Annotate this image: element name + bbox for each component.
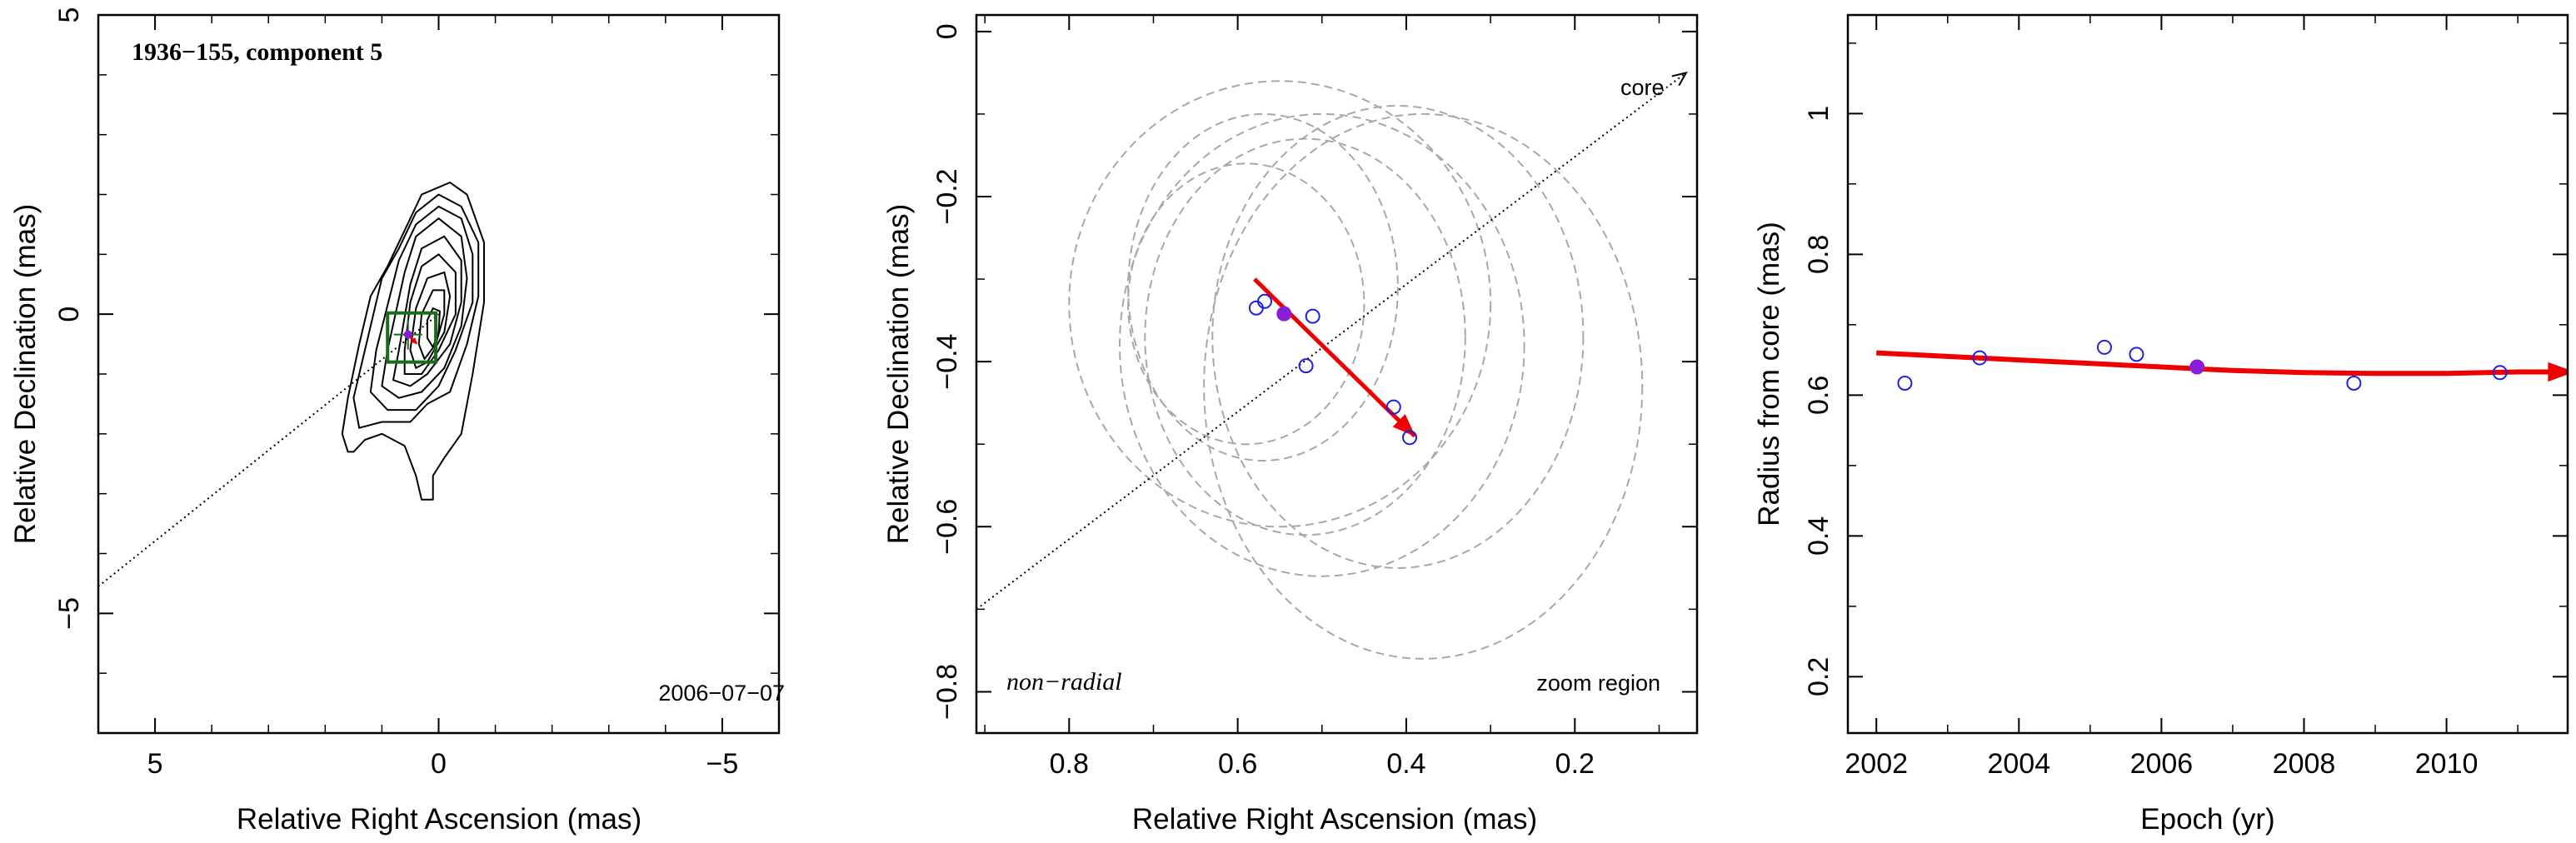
epoch-position-point <box>1305 308 1320 324</box>
error-ellipse <box>1127 112 1399 462</box>
panel-3-plot-area <box>1876 339 2568 391</box>
panel-1-y-axis-label: Relative Declination (mas) <box>9 204 42 544</box>
panel-1-ticks: 5 0 −5 −5 0 5 <box>53 7 780 780</box>
panel-3-y-tick-label: 1 <box>1803 106 1835 122</box>
panel-1-date-label: 2006−07−07 <box>658 681 785 706</box>
panel-3-y-tick-label: 0.2 <box>1803 657 1835 696</box>
error-ellipse <box>1144 137 1466 536</box>
zoom-region-box <box>386 311 438 364</box>
panel-1-x-tick-label: 0 <box>431 748 447 780</box>
contour-level-5 <box>392 235 462 387</box>
contour-level-4 <box>381 217 468 399</box>
panel-2-x-tick-label: 0.8 <box>1050 748 1089 780</box>
radius-data-point <box>2129 347 2144 362</box>
panel-1-x-tick-label: −5 <box>706 748 739 780</box>
panel-2-plot-area <box>976 71 1688 660</box>
panel-2-zoom-label: zoom region <box>1536 671 1660 696</box>
panel-2-y-tick-label: 0 <box>931 23 963 39</box>
error-ellipse <box>1203 112 1644 660</box>
panel-3-ticks: 2002 2004 2006 2008 2010 0.2 0.4 0.6 0.8 1 <box>1803 15 2568 780</box>
panel-2-ticks: 0.8 0.6 0.4 0.2 −0.8 −0.6 −0.4 −0.2 0 <box>931 15 1697 780</box>
radius-data-point <box>1972 350 1988 366</box>
fit-curve <box>1876 350 2554 377</box>
motion-arrow-head <box>410 337 417 345</box>
panel-3-radius-vs-epoch: 2002 2004 2006 2008 2010 0.2 0.4 0.6 0.8 1 Epoch … <box>1753 13 2569 836</box>
panel-2-y-axis-label: Relative Declination (mas) <box>882 204 915 544</box>
contour-level-3 <box>369 205 474 412</box>
panel-3-x-tick-label: 2008 <box>2273 748 2336 780</box>
contour-level-7 <box>409 271 452 369</box>
panel-3-x-axis-label: Epoch (yr) <box>2140 803 2274 836</box>
contour-level-9 <box>426 307 441 348</box>
panel-3-x-tick-label: 2004 <box>1987 748 2050 780</box>
panel-2-y-tick-label: −0.8 <box>931 664 963 720</box>
panel-3-x-tick-label: 2006 <box>2130 748 2194 780</box>
epoch-position-point <box>1298 358 1314 374</box>
panel-2-frame <box>975 13 1699 735</box>
panel-1-y-tick-label: −5 <box>53 597 85 630</box>
radius-data-point <box>1897 375 1913 391</box>
panel-2-core-label: core <box>1620 75 1665 100</box>
panel-3-y-tick-label: 0.6 <box>1803 376 1835 415</box>
current-epoch-point <box>1276 306 1292 322</box>
error-ellipse <box>1068 80 1492 528</box>
panel-2-y-tick-label: −0.2 <box>931 168 963 224</box>
error-ellipse <box>1118 112 1525 577</box>
panel-2-zoom-region: 0.8 0.6 0.4 0.2 −0.8 −0.6 −0.4 −0.2 0 core non−r… <box>882 13 1699 836</box>
panel-1-plot-area <box>98 182 485 587</box>
contour-level-2 <box>352 193 480 429</box>
panel-1-y-tick-label: 5 <box>53 7 85 23</box>
epoch-position-point <box>1257 293 1272 309</box>
panel-2-motion-label: non−radial <box>1006 668 1122 696</box>
fit-curve-arrow-head <box>2548 362 2568 382</box>
epoch-position-point <box>1385 399 1401 415</box>
panel-3-y-axis-label: Radius from core (mas) <box>1753 222 1785 526</box>
radius-data-point <box>2096 339 2112 355</box>
error-ellipse <box>1211 104 1585 569</box>
panel-1-contour-map: 5 0 −5 −5 0 5 1936−155, component 5 2006−07−0… <box>9 7 785 836</box>
contour-level-1 <box>341 182 485 501</box>
panel-3-x-tick-label: 2010 <box>2415 748 2479 780</box>
panel-1-y-tick-label: 0 <box>53 307 85 322</box>
panel-2-y-tick-label: −0.4 <box>931 334 963 390</box>
panel-1-x-tick-label: 5 <box>147 748 163 780</box>
epoch-position-point <box>1248 300 1264 316</box>
core-direction-arrow-head <box>1671 71 1688 87</box>
panel-2-x-tick-label: 0.4 <box>1386 748 1425 780</box>
panel-3-x-tick-label: 2002 <box>1845 748 1908 780</box>
component-position-point <box>403 330 412 339</box>
contour-level-6 <box>403 253 457 375</box>
panel-3-y-tick-label: 0.8 <box>1803 235 1835 274</box>
panel-2-y-tick-label: −0.6 <box>931 499 963 555</box>
epoch-position-point <box>1402 430 1418 446</box>
panel-3-frame <box>1846 13 2569 735</box>
panel-1-x-axis-label: Relative Right Ascension (mas) <box>237 803 642 836</box>
radius-data-point <box>2346 375 2362 391</box>
radius-data-point <box>2492 365 2508 381</box>
core-direction-line <box>976 72 1687 611</box>
current-epoch-point <box>2189 359 2205 375</box>
panel-2-x-tick-label: 0.2 <box>1555 748 1595 780</box>
panel-1-title: 1936−155, component 5 <box>132 38 382 66</box>
contour-level-8 <box>417 289 446 360</box>
panel-3-y-tick-label: 0.4 <box>1803 516 1835 556</box>
panel-2-x-axis-label: Relative Right Ascension (mas) <box>1132 803 1537 836</box>
panel-2-x-tick-label: 0.6 <box>1218 748 1257 780</box>
